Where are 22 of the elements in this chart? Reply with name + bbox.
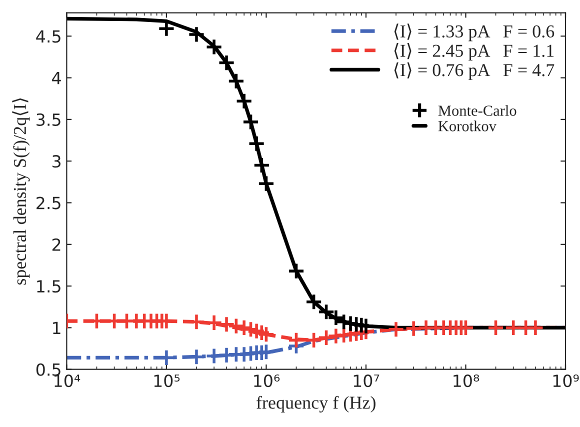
legend-label: ⟨I⟩ = 2.45 pA F = 1.1 xyxy=(394,42,554,61)
y-tick-label: 3 xyxy=(52,155,61,168)
x-tick-label: 10⁴ xyxy=(54,374,80,388)
legend-label: ⟨I⟩ = 1.33 pA F = 0.6 xyxy=(394,24,554,42)
y-tick-label: 2.5 xyxy=(36,196,60,210)
y-axis-title: spectral density S(f)/2q⟨I⟩ xyxy=(12,98,30,285)
x-tick-label: 10⁹ xyxy=(553,374,579,388)
annotation: Korotkov xyxy=(438,120,496,132)
y-tick-label: 1 xyxy=(53,322,60,334)
x-tick-label: 10⁷ xyxy=(354,374,380,388)
annotation: Monte-Carlo xyxy=(438,105,516,116)
y-tick-label: 1.5 xyxy=(37,280,60,293)
x-tick-label: 10⁸ xyxy=(454,374,480,388)
x-tick-label: 10⁶ xyxy=(254,374,280,388)
y-tick-label: 3.5 xyxy=(36,113,60,126)
legend-label: ⟨I⟩ = 0.76 pA F = 4.7 xyxy=(394,62,554,80)
y-tick-label: 4 xyxy=(52,72,61,84)
x-tick-label: 10⁵ xyxy=(154,374,180,388)
y-tick-label: 4.5 xyxy=(36,30,60,43)
y-tick-label: 2 xyxy=(52,238,60,251)
y-tick-label: 0.5 xyxy=(36,363,60,376)
x-axis-title: frequency f (Hz) xyxy=(256,396,376,413)
